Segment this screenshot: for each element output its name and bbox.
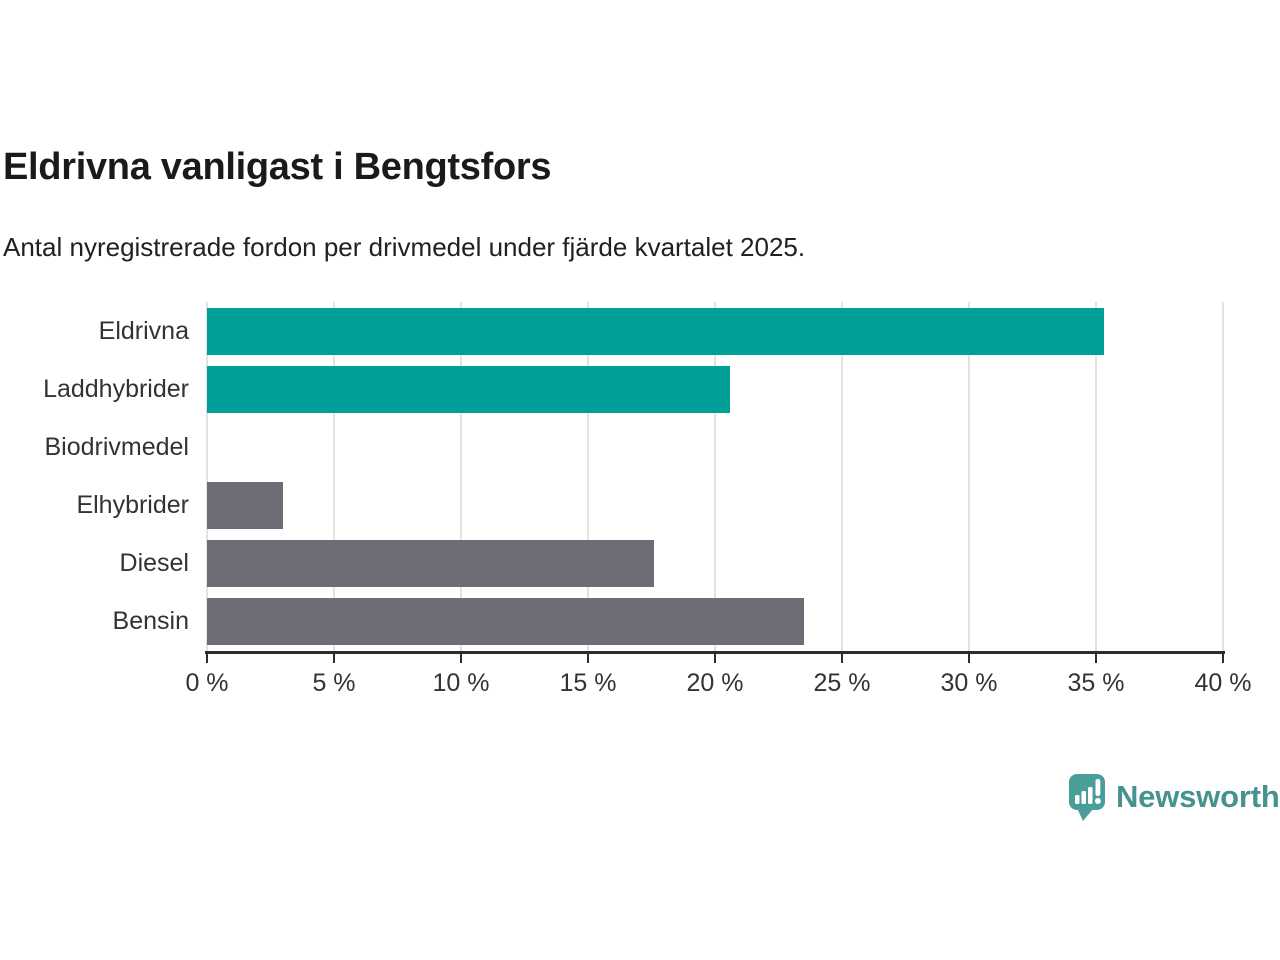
x-tick bbox=[587, 654, 589, 663]
gridline bbox=[968, 302, 970, 651]
x-tick-label: 30 % bbox=[940, 669, 998, 697]
x-axis-line bbox=[205, 651, 1225, 654]
chart-subtitle: Antal nyregistrerade fordon per drivmede… bbox=[3, 232, 806, 262]
x-tick-label: 35 % bbox=[1067, 669, 1125, 697]
x-tick bbox=[714, 654, 716, 663]
bar bbox=[207, 540, 655, 588]
newsworthy-bubble-icon bbox=[1069, 774, 1105, 821]
gridline bbox=[1222, 302, 1224, 651]
x-tick bbox=[460, 654, 462, 663]
x-tick-label: 5 % bbox=[312, 669, 356, 697]
bar bbox=[207, 365, 731, 413]
x-tick bbox=[841, 654, 843, 663]
x-tick-label: 40 % bbox=[1194, 669, 1252, 697]
gridline bbox=[1095, 302, 1097, 651]
gridline bbox=[587, 302, 589, 651]
bar bbox=[207, 482, 284, 530]
category-label: Laddhybrider bbox=[43, 374, 189, 403]
category-label: Elhybrider bbox=[76, 491, 189, 520]
x-tick-label: 20 % bbox=[686, 669, 744, 697]
chart-title: Eldrivna vanligast i Bengtsfors bbox=[3, 146, 552, 188]
x-tick bbox=[206, 654, 208, 663]
x-tick bbox=[1095, 654, 1097, 663]
category-label: Diesel bbox=[119, 549, 189, 578]
category-label: Eldrivna bbox=[98, 316, 189, 345]
x-tick bbox=[968, 654, 970, 663]
gridline bbox=[714, 302, 716, 651]
gridline bbox=[333, 302, 335, 651]
gridline bbox=[460, 302, 462, 651]
newsworthy-logo-text: Newsworthy bbox=[1116, 779, 1280, 814]
x-tick-label: 25 % bbox=[813, 669, 871, 697]
category-label: Biodrivmedel bbox=[44, 432, 189, 461]
newsworthy-logo: Newsworthy bbox=[1068, 772, 1280, 822]
x-tick bbox=[333, 654, 335, 663]
x-tick-label: 15 % bbox=[559, 669, 617, 697]
x-tick-label: 10 % bbox=[432, 669, 490, 697]
gridline bbox=[841, 302, 843, 651]
x-tick-label: 0 % bbox=[185, 669, 229, 697]
bar bbox=[207, 307, 1104, 355]
x-tick bbox=[1222, 654, 1224, 663]
bar bbox=[207, 598, 804, 646]
gridline bbox=[206, 302, 208, 651]
category-label: Bensin bbox=[112, 607, 189, 636]
